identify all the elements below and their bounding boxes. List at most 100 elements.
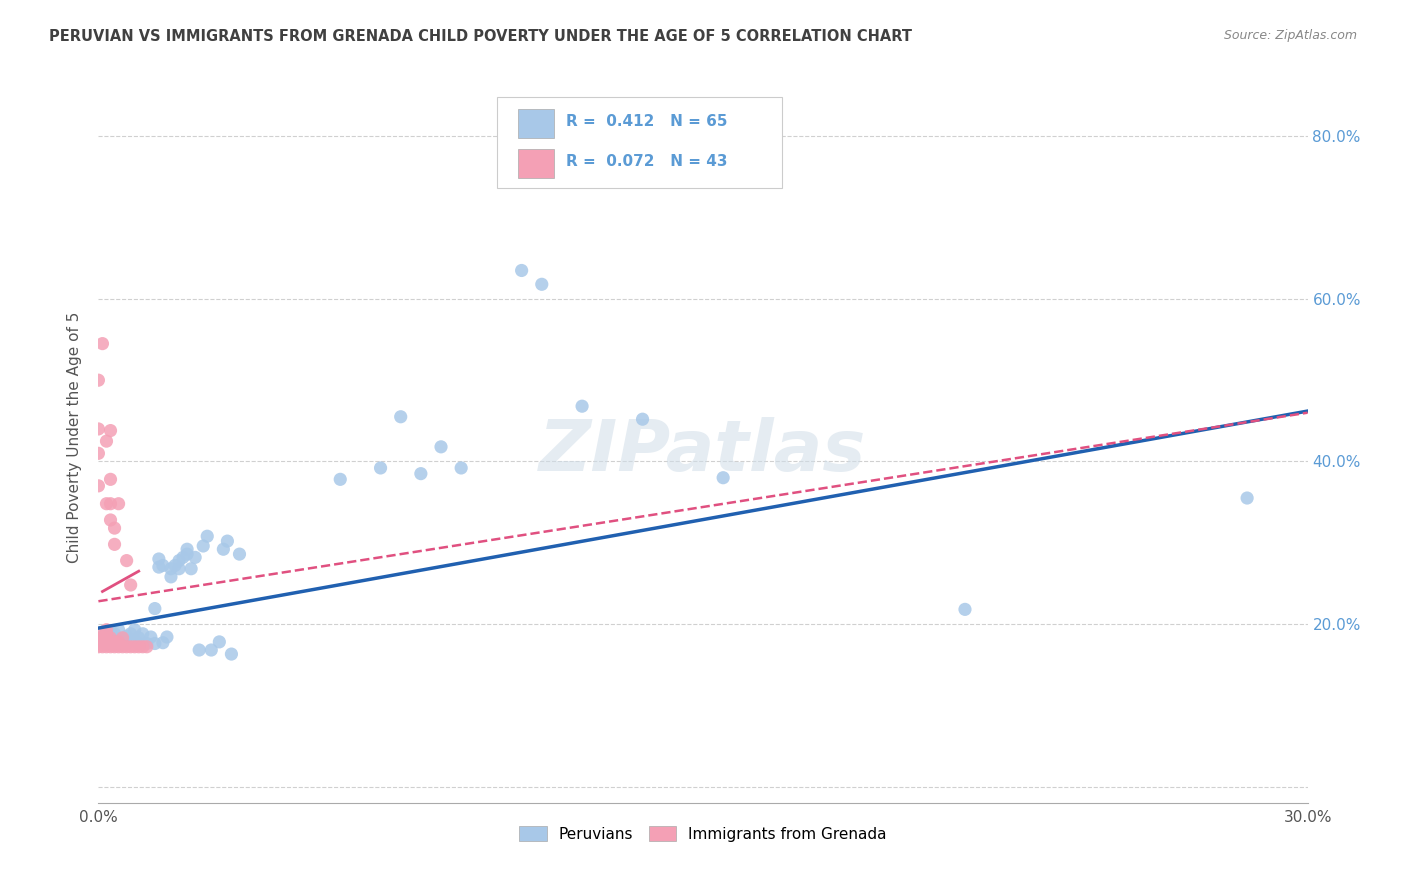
- Point: [124, 623, 146, 637]
- Point: [107, 633, 129, 648]
- Point: [120, 626, 142, 640]
- Point: [167, 562, 190, 576]
- Point: [148, 560, 170, 574]
- Point: [156, 630, 179, 644]
- Point: [160, 570, 183, 584]
- Point: [96, 623, 118, 637]
- Point: [87, 640, 110, 654]
- Point: [530, 277, 553, 292]
- Point: [91, 631, 114, 645]
- Point: [128, 640, 150, 654]
- Point: [91, 336, 114, 351]
- Point: [96, 626, 118, 640]
- Point: [389, 409, 412, 424]
- Point: [409, 467, 432, 481]
- Point: [132, 626, 155, 640]
- Point: [128, 636, 150, 650]
- Point: [103, 521, 125, 535]
- Point: [100, 640, 122, 654]
- Point: [111, 632, 134, 646]
- Point: [91, 640, 114, 654]
- Point: [107, 623, 129, 637]
- FancyBboxPatch shape: [498, 97, 782, 188]
- Point: [143, 601, 166, 615]
- Point: [135, 636, 157, 650]
- Point: [148, 552, 170, 566]
- Point: [510, 263, 533, 277]
- Point: [193, 539, 215, 553]
- Point: [115, 553, 138, 567]
- Point: [111, 631, 134, 645]
- Point: [103, 635, 125, 649]
- Point: [143, 636, 166, 650]
- Point: [631, 412, 654, 426]
- Point: [221, 647, 243, 661]
- Bar: [517, 109, 554, 138]
- Point: [96, 632, 118, 646]
- Point: [91, 629, 114, 643]
- Point: [87, 626, 110, 640]
- Point: [450, 461, 472, 475]
- Point: [103, 537, 125, 551]
- Point: [217, 534, 239, 549]
- Point: [711, 471, 734, 485]
- Bar: [517, 149, 554, 178]
- Point: [176, 542, 198, 557]
- Point: [100, 424, 122, 438]
- Point: [953, 602, 976, 616]
- Point: [115, 636, 138, 650]
- Point: [124, 640, 146, 654]
- Point: [135, 640, 157, 654]
- Point: [172, 550, 194, 565]
- Point: [87, 446, 110, 460]
- Point: [208, 635, 231, 649]
- Point: [228, 547, 250, 561]
- Point: [100, 497, 122, 511]
- Point: [96, 434, 118, 449]
- Point: [120, 640, 142, 654]
- Y-axis label: Child Poverty Under the Age of 5: Child Poverty Under the Age of 5: [67, 311, 83, 563]
- Point: [115, 629, 138, 643]
- Point: [152, 558, 174, 573]
- Point: [103, 631, 125, 645]
- Point: [107, 497, 129, 511]
- Point: [370, 461, 392, 475]
- Point: [152, 636, 174, 650]
- Point: [107, 640, 129, 654]
- Point: [100, 635, 122, 649]
- Point: [91, 635, 114, 649]
- Point: [176, 547, 198, 561]
- Point: [188, 643, 211, 657]
- Point: [167, 553, 190, 567]
- Point: [91, 635, 114, 649]
- Point: [87, 373, 110, 387]
- Point: [107, 635, 129, 649]
- Point: [180, 562, 202, 576]
- Point: [571, 399, 593, 413]
- Point: [329, 472, 352, 486]
- Point: [128, 631, 150, 645]
- Point: [100, 632, 122, 646]
- Point: [91, 637, 114, 651]
- Text: R =  0.072   N = 43: R = 0.072 N = 43: [567, 153, 728, 169]
- Point: [163, 558, 186, 573]
- Point: [132, 640, 155, 654]
- Point: [100, 624, 122, 638]
- Point: [115, 640, 138, 654]
- Point: [139, 630, 162, 644]
- Point: [96, 640, 118, 654]
- Text: ZIPatlas: ZIPatlas: [540, 417, 866, 486]
- Point: [1236, 491, 1258, 505]
- Point: [100, 472, 122, 486]
- Point: [103, 640, 125, 654]
- Point: [200, 643, 222, 657]
- Point: [103, 636, 125, 650]
- Point: [111, 636, 134, 650]
- Point: [87, 479, 110, 493]
- Text: PERUVIAN VS IMMIGRANTS FROM GRENADA CHILD POVERTY UNDER THE AGE OF 5 CORRELATION: PERUVIAN VS IMMIGRANTS FROM GRENADA CHIL…: [49, 29, 912, 44]
- Point: [120, 578, 142, 592]
- Point: [160, 562, 183, 576]
- Point: [100, 631, 122, 645]
- Point: [195, 529, 218, 543]
- Legend: Peruvians, Immigrants from Grenada: Peruvians, Immigrants from Grenada: [513, 820, 893, 847]
